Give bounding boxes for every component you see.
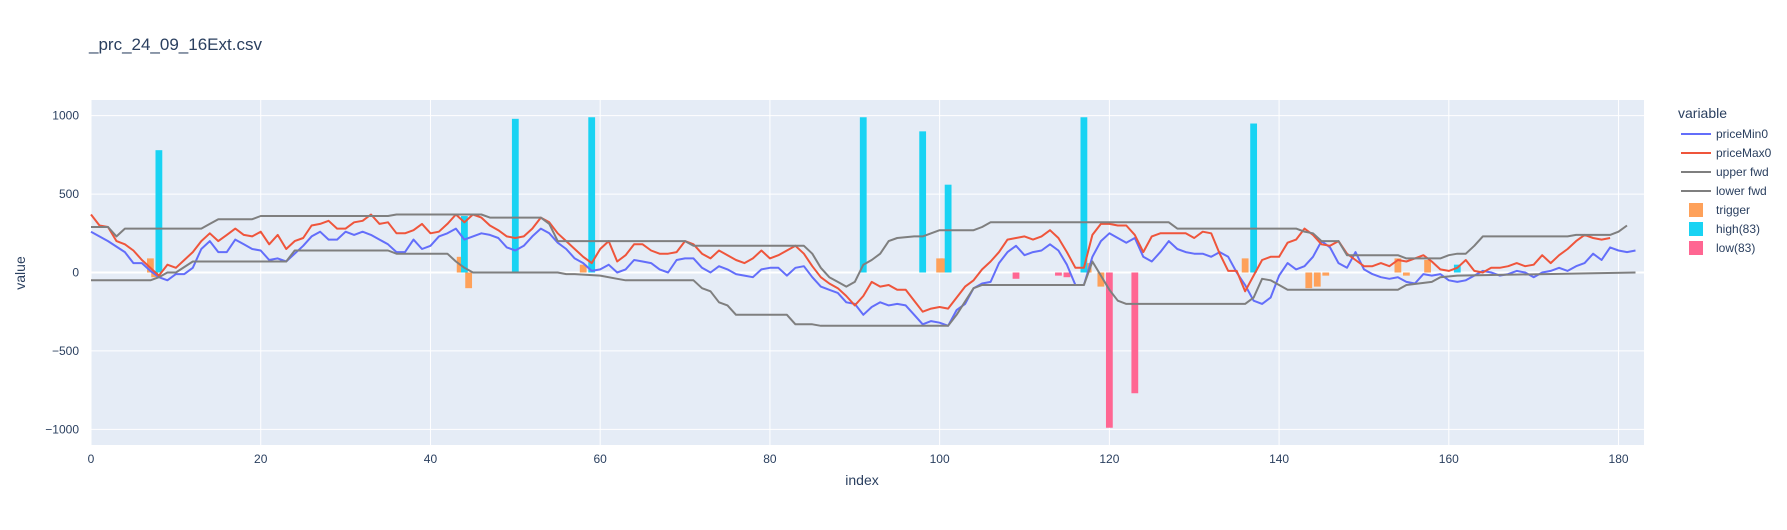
bar xyxy=(588,117,596,273)
legend-item[interactable]: trigger xyxy=(1689,203,1750,217)
x-tick-label: 160 xyxy=(1439,452,1459,466)
y-tick-label: −1000 xyxy=(45,422,79,436)
x-tick-label: 40 xyxy=(424,452,438,466)
x-tick-label: 120 xyxy=(1099,452,1119,466)
legend-item[interactable]: priceMin0 xyxy=(1681,127,1768,141)
line-series-layer xyxy=(90,213,1636,327)
x-tick-label: 80 xyxy=(763,452,777,466)
tick-labels: 0 20 40 60 80 100 120 140 160 180 1000 500 0 −500 −100… xyxy=(45,109,1629,466)
bar xyxy=(1097,272,1105,287)
bar xyxy=(155,150,163,273)
bar-series-high-83- xyxy=(155,117,1461,273)
legend-item[interactable]: high(83) xyxy=(1689,222,1760,236)
legend-item[interactable]: low(83) xyxy=(1689,241,1755,255)
bar xyxy=(1131,272,1139,394)
series-line-upper-fwd xyxy=(91,213,1628,288)
bar xyxy=(1250,123,1258,273)
bar xyxy=(1313,272,1321,287)
bar xyxy=(1424,259,1431,273)
bar xyxy=(1080,117,1088,273)
bar xyxy=(1402,272,1410,276)
legend-label: high(83) xyxy=(1716,222,1760,236)
bar xyxy=(511,118,519,273)
legend[interactable]: variable priceMin0 priceMax0 upper fwd lowe… xyxy=(1678,105,1772,255)
legend-items: priceMin0 priceMax0 upper fwd lower fwd trig… xyxy=(1681,127,1772,255)
bar xyxy=(1394,258,1402,273)
legend-item[interactable]: priceMax0 xyxy=(1681,146,1772,160)
bar xyxy=(579,264,587,273)
bar xyxy=(1063,272,1071,278)
legend-label: priceMax0 xyxy=(1716,146,1772,160)
legend-swatch xyxy=(1689,203,1703,217)
legend-label: low(83) xyxy=(1716,241,1755,255)
y-tick-label: 0 xyxy=(72,266,79,280)
legend-title: variable xyxy=(1678,105,1727,121)
series-line-pricemax0 xyxy=(90,213,1611,313)
series-line-lower-fwd xyxy=(91,249,1636,327)
y-tick-label: 500 xyxy=(59,187,79,201)
legend-label: upper fwd xyxy=(1716,165,1769,179)
series-line-pricemin0 xyxy=(90,227,1636,327)
legend-swatch xyxy=(1689,241,1703,255)
x-tick-label: 180 xyxy=(1609,452,1629,466)
legend-item[interactable]: lower fwd xyxy=(1681,184,1767,198)
bar xyxy=(940,258,948,273)
bar xyxy=(1241,258,1249,273)
bar xyxy=(1055,272,1062,276)
bar xyxy=(859,117,867,273)
x-axis-title: index xyxy=(845,472,878,488)
bar xyxy=(919,131,927,273)
legend-item[interactable]: upper fwd xyxy=(1681,165,1769,179)
bar xyxy=(1322,272,1330,276)
legend-label: priceMin0 xyxy=(1716,127,1768,141)
y-tick-label: 1000 xyxy=(52,109,79,123)
bar xyxy=(1012,272,1020,279)
y-axis-title: value xyxy=(12,256,28,290)
x-tick-label: 20 xyxy=(254,452,268,466)
x-tick-label: 60 xyxy=(594,452,608,466)
bar xyxy=(936,258,944,273)
y-tick-label: −500 xyxy=(52,344,79,358)
bar xyxy=(1305,272,1313,289)
bar-series-low-83- xyxy=(1012,272,1139,428)
legend-swatch xyxy=(1689,222,1703,236)
bar xyxy=(461,216,468,273)
bar xyxy=(1105,272,1113,428)
x-tick-label: 100 xyxy=(930,452,950,466)
legend-label: trigger xyxy=(1716,203,1750,217)
bar xyxy=(147,258,154,273)
bar xyxy=(465,272,473,289)
chart-title: _prc_24_09_16Ext.csv xyxy=(88,35,262,54)
bar xyxy=(944,184,952,273)
x-tick-label: 140 xyxy=(1269,452,1289,466)
x-tick-label: 0 xyxy=(88,452,95,466)
legend-label: lower fwd xyxy=(1716,184,1767,198)
